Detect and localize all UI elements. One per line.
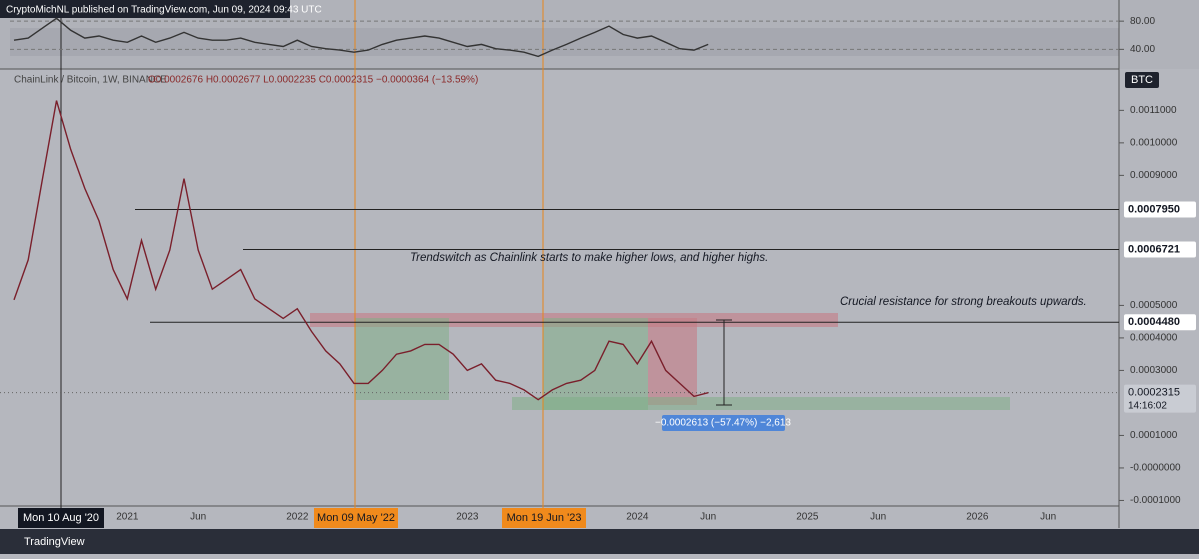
level-label: 0.0006721 (1128, 243, 1180, 255)
crosshair-label: Mon 10 Aug '20 (23, 512, 99, 524)
range-zone (543, 318, 648, 410)
x-tick-label: Jun (190, 512, 206, 523)
symbol: ChainLink / Bitcoin, 1W, BINANCE (14, 75, 167, 86)
crosshair-box (18, 508, 104, 528)
rsi-band (10, 28, 1119, 56)
range-zone (355, 318, 449, 400)
x-tick-label: Jun (700, 512, 716, 523)
x-tick-label: 2022 (286, 512, 309, 523)
drop-zone (648, 318, 697, 405)
x-tick-label: Jun (1040, 512, 1056, 523)
level-label: 0.0004480 (1128, 316, 1180, 328)
x-tick-label: 2025 (796, 512, 819, 523)
y-tick-label: -0.0000000 (1130, 463, 1181, 474)
crosshair-label: Mon 19 Jun '23 (507, 512, 582, 524)
y-tick-label: 40.00 (1130, 44, 1155, 55)
header-bar (0, 0, 290, 18)
series-line (13, 100, 709, 401)
x-tick-label: Jun (870, 512, 886, 523)
x-tick-label: 2023 (456, 512, 479, 523)
level-label: 0.0007950 (1128, 203, 1180, 215)
crosshair-label: Mon 09 May '22 (317, 512, 395, 524)
annotation: Trendswitch as Chainlink starts to make … (410, 252, 768, 264)
measure-box (662, 415, 785, 431)
support-zone (512, 397, 1010, 410)
x-tick-label: 2026 (966, 512, 989, 523)
crosshair-box (314, 508, 398, 528)
unit-box (1125, 72, 1159, 88)
footer: TradingView (24, 536, 85, 548)
y-tick-label: 0.0004000 (1130, 333, 1178, 344)
x-tick-label: 2021 (116, 512, 139, 523)
y-tick-label: 0.0003000 (1130, 365, 1178, 376)
y-tick-label: 0.0009000 (1130, 170, 1178, 181)
annotation: Crucial resistance for strong breakouts … (840, 296, 1087, 308)
last-price-box (1124, 384, 1196, 413)
last-price-label: 0.0002315 (1128, 387, 1180, 399)
x-tick-label: 2024 (626, 512, 649, 523)
level-box (1124, 314, 1196, 331)
footer-bar (0, 529, 1199, 554)
y-tick-label: 0.0001000 (1130, 430, 1178, 441)
unit: BTC (1131, 74, 1153, 86)
y-tick-label: 0.0005000 (1130, 300, 1178, 311)
level-box (1124, 241, 1196, 258)
ohlc: O0.0002676 H0.0002677 L0.0002235 C0.0002… (148, 75, 478, 86)
y-tick-label: 80.00 (1130, 16, 1155, 27)
crosshair-box (502, 508, 586, 528)
y-tick-label: -0.0001000 (1130, 495, 1181, 506)
y-tick-label: 0.0010000 (1130, 138, 1178, 149)
measure-label: −0.0002613 (−57.47%) −2,613 (655, 418, 791, 429)
level-box (1124, 201, 1196, 218)
y-tick-label: 0.0011000 (1130, 105, 1177, 116)
publisher: CryptoMichNL published on TradingView.co… (6, 5, 322, 16)
countdown: 14:16:02 (1128, 400, 1167, 411)
series-line (13, 17, 709, 58)
